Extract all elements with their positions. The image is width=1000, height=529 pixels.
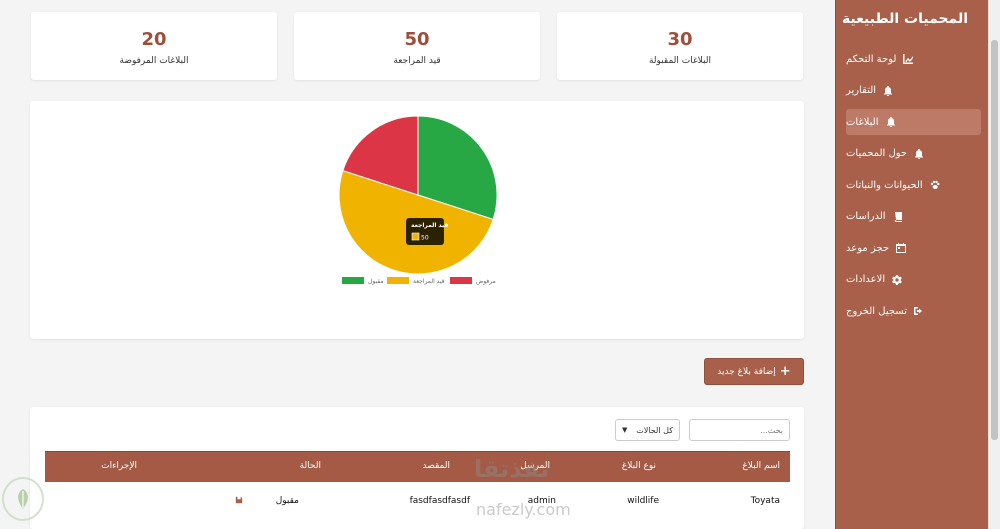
sidebar: المحميات الطبيعية لوحة التحكم التقارير ا… [835,0,988,529]
watermark-url: nafezly.com [476,500,571,519]
scrollbar-thumb[interactable] [991,40,998,440]
cell-status: مقبول [275,496,299,506]
header-target: المقصد [422,461,450,471]
legend-label: مقبول [368,278,384,285]
stat-value: 20 [141,29,167,50]
tooltip-value: 50 [421,235,429,242]
table-row: Toyata wildlife admin fasdfasdfasdf مقبو… [45,483,790,517]
sidebar-item-label: البلاغات [846,116,879,128]
sidebar-item-label: حجز موعد [846,242,890,254]
watermark-text: نفذتقا [474,455,550,483]
bell-icon [882,85,894,97]
header-status: الحالة [299,461,321,471]
pie-slice[interactable] [342,115,419,196]
stat-label: البلاغات المرفوضة [119,56,189,66]
sidebar-item-label: الاعدادات [846,274,886,285]
chart-panel: مقبول قيد المراجعة مرفوض قيد المراجعة 50 [30,101,804,339]
chart-icon [902,53,914,65]
legend-label: قيد المراجعة [413,278,445,285]
stat-label: البلاغات المقبولة [648,56,712,66]
legend-swatch[interactable] [387,277,409,284]
header-name: اسم البلاغ [742,461,780,471]
table-header: اسم البلاغ نوع البلاغ المرسل المقصد الحا… [45,451,790,482]
stat-card-accepted: 30 البلاغات المقبولة [557,12,803,80]
cell-target: fasdfasdfasdf [409,496,470,506]
reports-table-panel: كل الحالات ▼ اسم البلاغ نوع البلاغ المرس… [30,407,804,529]
plus-icon: + [779,364,791,379]
cell-type: wildlife [627,496,659,506]
sidebar-item-dashboard[interactable]: لوحة التحكم [846,46,981,72]
sidebar-item-label: الدراسات [846,211,886,222]
tooltip-swatch [411,232,420,241]
header-sender: المرسل [520,461,550,471]
legend-swatch[interactable] [342,277,364,284]
sidebar-item-label: التقارير [846,85,877,96]
legend-swatch[interactable] [450,277,472,284]
cell-sender: admin [527,496,556,506]
sidebar-item-complaints[interactable]: البلاغات [846,109,981,135]
chevron-down-icon: ▼ [622,426,628,434]
logout-icon [913,305,925,317]
stat-card-pending: 50 قيد المراجعة [294,12,540,80]
paw-icon [929,179,941,191]
sidebar-item-label: تسجيل الخروج [846,305,908,317]
sidebar-item-settings[interactable]: الاعدادات [846,267,981,293]
stat-value: 30 [667,29,693,50]
stat-label: قيد المراجعة [393,56,441,66]
calendar-icon [895,242,907,254]
sidebar-nav: لوحة التحكم التقارير البلاغات حول المحمي… [846,46,981,330]
legend-label: مرفوض [476,278,496,285]
sidebar-item-reports[interactable]: التقارير [846,78,981,104]
add-report-label: إضافة بلاغ جديد [717,366,776,377]
leaf-icon [18,489,28,509]
sidebar-item-label: لوحة التحكم [846,53,897,65]
book-icon [892,211,904,223]
sidebar-item-book-appointment[interactable]: حجز موعد [846,235,981,261]
chart-tooltip: قيد المراجعة 50 [406,218,448,245]
status-filter-select[interactable]: كل الحالات ▼ [615,419,680,441]
cell-name: Toyata [750,496,780,506]
brand-logo [2,477,44,521]
bell-icon [913,148,925,160]
search-input[interactable] [689,419,790,441]
stat-value: 50 [404,29,430,50]
sidebar-item-studies[interactable]: الدراسات [846,204,981,230]
sidebar-item-animals-plants[interactable]: الحيوانات والنباتات [846,172,981,198]
pie-slice[interactable] [417,115,498,221]
sidebar-item-logout[interactable]: تسجيل الخروج [846,298,981,324]
pie-chart: مقبول قيد المراجعة مرفوض قيد المراجعة 50 [338,115,498,285]
sidebar-item-about-reserves[interactable]: حول المحميات [846,141,981,167]
status-filter-value: كل الحالات [636,425,673,435]
sidebar-title: المحميات الطبيعية [841,11,968,27]
bell-icon [885,116,897,128]
header-actions: الإجراءات [101,461,137,471]
page-scrollbar[interactable] [988,0,1000,529]
save-icon[interactable] [235,496,243,507]
tooltip-title: قيد المراجعة [411,222,448,229]
gear-icon [891,274,903,286]
sidebar-item-label: حول المحميات [846,148,908,159]
stat-card-rejected: 20 البلاغات المرفوضة [31,12,277,80]
header-type: نوع البلاغ [621,461,656,471]
sidebar-item-label: الحيوانات والنباتات [846,179,923,191]
add-report-button[interactable]: + إضافة بلاغ جديد [704,358,804,385]
